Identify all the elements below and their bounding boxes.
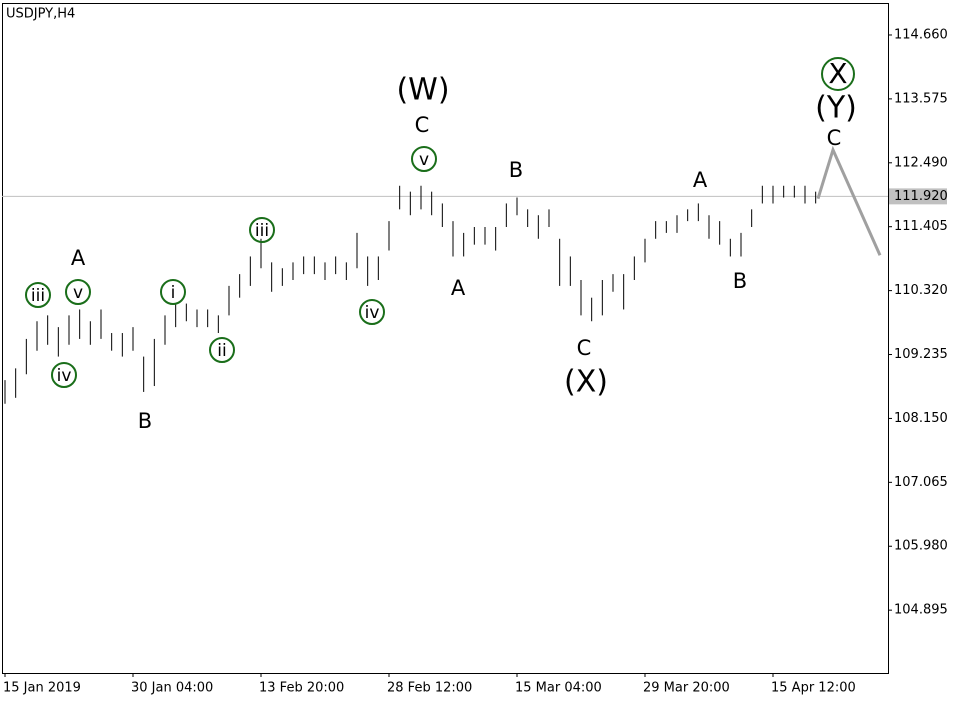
wave-label: X [828, 57, 847, 90]
wave-circle [25, 282, 51, 308]
chart-title: USDJPY,H4 [6, 7, 75, 22]
wave-label: C [577, 336, 592, 360]
wave-circle [160, 279, 186, 305]
y-tick-label: 110.320 [894, 283, 948, 298]
wave-label: i [171, 283, 176, 303]
y-tick-label: 108.150 [894, 411, 948, 426]
x-tick-label: 13 Feb 20:00 [259, 681, 344, 696]
current-price-box [889, 188, 947, 205]
x-tick-label: 28 Feb 12:00 [387, 681, 472, 696]
wave-circle [411, 146, 437, 172]
wave-label: (Y) [815, 91, 857, 126]
y-tick-label: 112.490 [894, 155, 948, 170]
x-tick-label: 15 Apr 12:00 [771, 681, 856, 696]
y-tick-label: 104.895 [894, 603, 948, 618]
wave-label: iv [365, 303, 380, 323]
wave-circle [249, 217, 275, 243]
wave-label: ii [217, 341, 226, 361]
y-tick-label: 107.065 [894, 475, 948, 490]
x-tick-label: 30 Jan 04:00 [131, 681, 213, 696]
wave-label: B [138, 409, 152, 433]
y-tick-label: 105.980 [894, 539, 948, 554]
wave-label: (W) [396, 73, 449, 108]
current-price-label: 111.920 [894, 189, 948, 204]
x-tick-label: 15 Jan 2019 [3, 681, 81, 696]
wave-label: iii [31, 286, 45, 306]
wave-label: A [693, 168, 708, 192]
wave-circle [209, 337, 235, 363]
wave-circle [359, 299, 385, 325]
wave-label: A [451, 276, 466, 300]
y-tick-label: 111.405 [894, 219, 948, 234]
x-tick-label: 15 Mar 04:00 [515, 681, 602, 696]
wave-circle [65, 279, 91, 305]
wave-label: iii [255, 221, 269, 241]
wave-label: v [73, 283, 83, 303]
wave-label: A [71, 246, 86, 270]
plot-frame [2, 3, 889, 674]
wave-label: C [415, 113, 430, 137]
wave-label: iv [57, 366, 72, 386]
forecast-line [816, 145, 882, 256]
x-tick-label: 29 Mar 20:00 [643, 681, 730, 696]
wave-circle [821, 57, 855, 91]
wave-label: B [509, 158, 523, 182]
wave-circle [51, 362, 77, 388]
wave-label: C [827, 126, 842, 150]
y-tick-label: 113.575 [894, 91, 948, 106]
wave-label: (X) [564, 365, 608, 400]
wave-label: B [733, 269, 747, 293]
wave-label: v [419, 150, 429, 170]
y-tick-label: 109.235 [894, 347, 948, 362]
y-tick-label: 114.660 [894, 27, 948, 42]
